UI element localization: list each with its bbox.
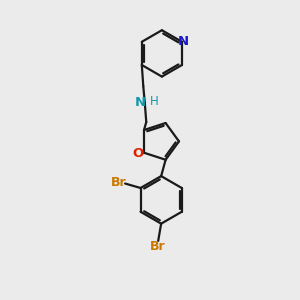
Text: N: N [135, 96, 146, 109]
Text: N: N [178, 35, 189, 48]
Text: O: O [132, 147, 144, 160]
Text: Br: Br [111, 176, 126, 189]
Text: H: H [150, 95, 159, 108]
Text: Br: Br [150, 240, 166, 253]
